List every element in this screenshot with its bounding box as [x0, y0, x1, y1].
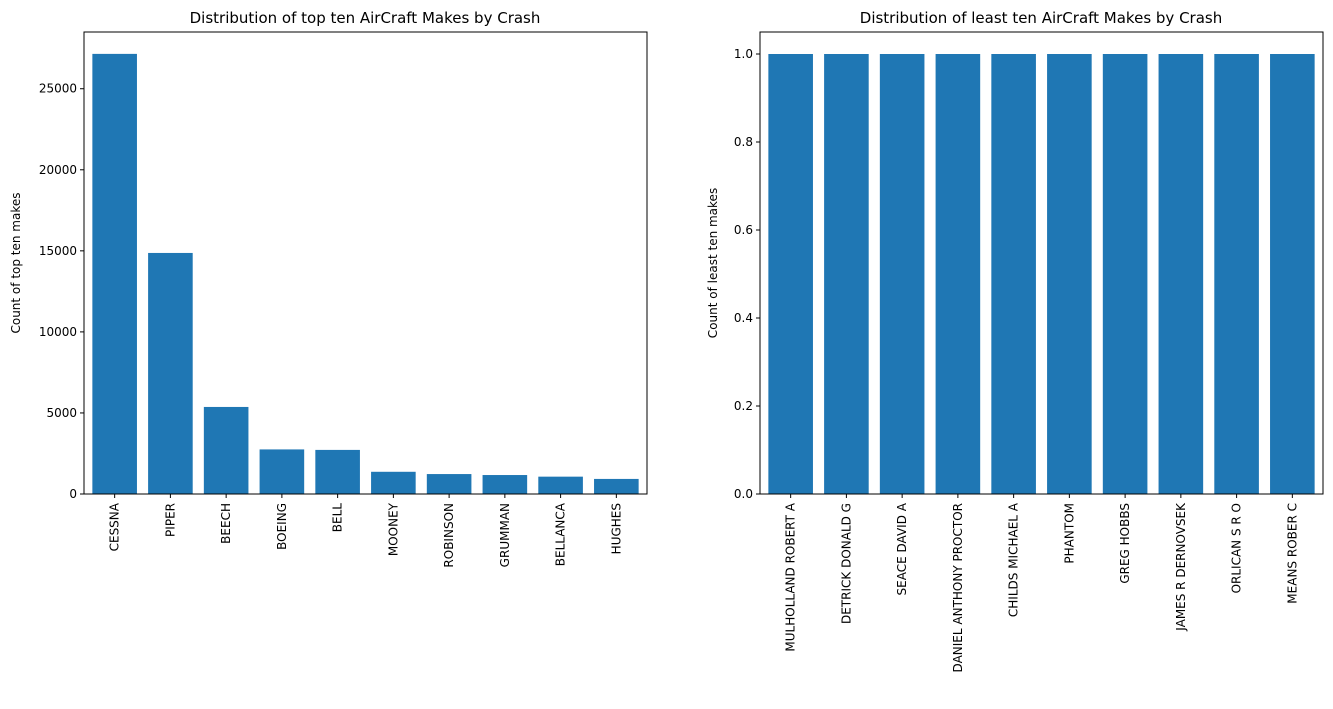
bar — [482, 475, 528, 494]
x-tick-label: SEACE DAVID A — [895, 502, 909, 595]
bar — [259, 449, 305, 494]
y-tick-label: 15000 — [39, 244, 77, 258]
bar — [991, 54, 1036, 494]
bar — [879, 54, 925, 494]
y-tick-label: 10000 — [39, 325, 77, 339]
y-tick-label: 5000 — [46, 406, 77, 420]
chart-top-ten: Distribution of top ten AirCraft Makes b… — [9, 9, 648, 568]
x-tick-label: BOEING — [275, 503, 289, 550]
x-tick-label: BELL — [331, 503, 345, 533]
bar — [824, 54, 869, 494]
y-tick-label: 0.0 — [734, 487, 753, 501]
y-tick-label: 25000 — [39, 82, 77, 96]
x-tick-label: MEANS ROBER C — [1285, 503, 1299, 604]
x-tick-label: ORLICAN S R O — [1230, 503, 1244, 593]
y-tick-label: 0.8 — [734, 135, 753, 149]
y-tick-label: 0.2 — [734, 399, 753, 413]
bar — [1214, 54, 1259, 494]
bar — [203, 406, 249, 494]
y-tick-label: 0 — [69, 487, 77, 501]
x-tick-label: BELLANCA — [554, 502, 568, 566]
chart-least-ten: Distribution of least ten AirCraft Makes… — [706, 9, 1324, 672]
plot-area: MULHOLLAND ROBERT A DETRICK DONALD G SEACE… — [734, 47, 1315, 672]
bar — [426, 474, 472, 494]
bar — [1158, 54, 1204, 494]
x-tick-label: CESSNA — [108, 502, 122, 551]
y-axis-label: Count of top ten makes — [9, 192, 23, 333]
bar — [1102, 54, 1148, 494]
y-tick-label: 20000 — [39, 163, 77, 177]
x-tick-label: MOONEY — [386, 502, 400, 556]
bar — [594, 478, 639, 494]
axes-frame — [759, 31, 1324, 495]
bar — [92, 53, 137, 494]
x-tick-label: JAMES R DERNOVSEK — [1174, 502, 1188, 632]
chart-title: Distribution of top ten AirCraft Makes b… — [190, 9, 541, 27]
y-tick-label: 0.6 — [734, 223, 753, 237]
x-tick-label: ROBINSON — [442, 503, 456, 568]
x-tick-label: DETRICK DONALD G — [839, 503, 853, 624]
chart-title: Distribution of least ten AirCraft Makes… — [860, 9, 1222, 27]
plot-area: CESSNA PIPER BEECH BOEING BELL MOONEY ROBINSON… — [39, 53, 639, 568]
x-tick-label: BEECH — [219, 503, 233, 544]
y-axis-label: Count of least ten makes — [706, 188, 720, 338]
bar — [768, 54, 813, 494]
x-tick-label: HUGHES — [609, 503, 623, 554]
bar — [315, 449, 360, 494]
x-tick-label: DANIEL ANTHONY PROCTOR — [951, 503, 965, 672]
x-tick-label: MULHOLLAND ROBERT A — [784, 502, 798, 651]
bar — [935, 54, 981, 494]
y-tick-label: 0.4 — [734, 311, 753, 325]
x-tick-label: GREG HOBBS — [1118, 503, 1132, 584]
bar — [148, 252, 193, 494]
bar — [371, 471, 416, 494]
bar — [1047, 54, 1092, 494]
bar — [538, 476, 583, 494]
bar — [1270, 54, 1315, 494]
x-tick-label: PIPER — [163, 503, 177, 537]
x-tick-label: GRUMMAN — [498, 503, 512, 567]
x-tick-label: PHANTOM — [1062, 503, 1076, 564]
y-tick-label: 1.0 — [734, 47, 753, 61]
axes-frame — [83, 31, 648, 495]
x-tick-label: CHILDS MICHAEL A — [1007, 502, 1021, 617]
